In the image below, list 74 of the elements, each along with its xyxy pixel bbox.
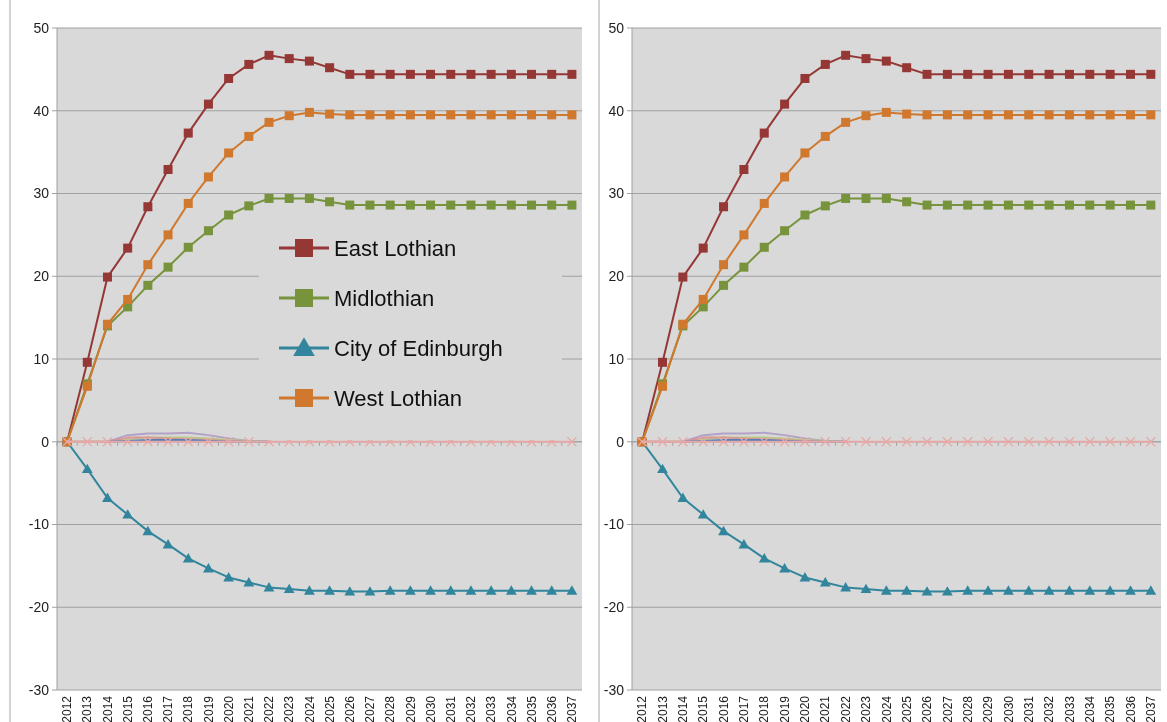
y-tick-label: -30 (603, 681, 625, 698)
y-tick-label: -30 (28, 681, 50, 698)
x-tick-label: 2026 (920, 695, 935, 722)
y-tick-label: -10 (28, 516, 50, 533)
x-tick-label: 2029 (403, 695, 418, 722)
y-tick-label: 40 (33, 102, 50, 119)
x-tick-label: 2036 (1123, 695, 1138, 722)
x-tick-label: 2032 (464, 695, 479, 722)
x-tick-label: 2026 (342, 695, 357, 722)
y-tick-label: 10 (33, 350, 50, 367)
legend-label: West Lothian (334, 385, 463, 411)
x-tick-label: 2014 (100, 695, 115, 722)
x-tick-label: 2024 (302, 695, 317, 722)
x-tick-label: 2034 (1082, 695, 1097, 722)
x-tick-label: 2012 (635, 695, 650, 722)
x-tick-label: 2027 (940, 695, 955, 722)
y-tick-label: -20 (603, 599, 625, 616)
x-tick-label: 2015 (696, 695, 711, 722)
x-tick-label: 2035 (1103, 695, 1118, 722)
x-tick-label: 2031 (1021, 695, 1036, 722)
x-tick-label: 2020 (798, 695, 813, 722)
x-tick-label: 2013 (655, 695, 670, 722)
x-tick-label: 2032 (1042, 695, 1057, 722)
y-tick-label: -10 (603, 516, 625, 533)
x-tick-label: 2023 (859, 695, 874, 722)
y-tick-label: 40 (608, 102, 625, 119)
legend-label: East Lothian (334, 235, 457, 261)
x-tick-label: 2035 (524, 695, 539, 722)
x-tick-label: 2030 (1001, 695, 1016, 722)
x-tick-label: 2019 (777, 695, 792, 722)
x-tick-label: 2018 (757, 695, 772, 722)
legend-label: City of Edinburgh (334, 335, 503, 361)
y-tick-label: 30 (608, 185, 625, 202)
y-tick-label: 50 (33, 19, 50, 36)
x-tick-label: 2017 (737, 695, 752, 722)
y-tick-label: -20 (28, 599, 50, 616)
y-tick-label: 0 (616, 433, 625, 450)
x-tick-label: 2018 (181, 695, 196, 722)
x-tick-label: 2016 (716, 695, 731, 722)
x-tick-label: 2033 (1062, 695, 1077, 722)
x-tick-label: 2034 (504, 695, 519, 722)
y-tick-label: 50 (608, 19, 625, 36)
x-tick-label: 2029 (981, 695, 996, 722)
x-tick-label: 2020 (221, 695, 236, 722)
x-tick-label: 2015 (120, 695, 135, 722)
x-tick-label: 2025 (899, 695, 914, 722)
x-tick-label: 2022 (262, 695, 277, 722)
x-tick-label: 2036 (544, 695, 559, 722)
x-tick-label: 2037 (1144, 695, 1159, 722)
x-tick-label: 2017 (161, 695, 176, 722)
y-tick-label: 30 (33, 185, 50, 202)
x-tick-label: 2028 (383, 695, 398, 722)
x-tick-label: 2021 (242, 695, 257, 722)
x-tick-label: 2037 (565, 695, 580, 722)
y-tick-label: 20 (608, 268, 625, 285)
x-tick-label: 2019 (201, 695, 216, 722)
x-tick-label: 2014 (676, 695, 691, 722)
x-tick-label: 2022 (838, 695, 853, 722)
x-tick-label: 2025 (322, 695, 337, 722)
x-tick-label: 2013 (80, 695, 95, 722)
legend-label: Midlothian (334, 285, 435, 311)
x-tick-label: 2030 (423, 695, 438, 722)
x-tick-label: 2033 (484, 695, 499, 722)
x-tick-label: 2012 (60, 695, 75, 722)
x-tick-label: 2031 (443, 695, 458, 722)
y-tick-label: 0 (41, 433, 50, 450)
y-tick-label: 20 (33, 268, 50, 285)
x-tick-label: 2021 (818, 695, 833, 722)
y-tick-label: 10 (608, 350, 625, 367)
x-tick-label: 2016 (141, 695, 156, 722)
x-tick-label: 2024 (879, 695, 894, 722)
x-tick-label: 2028 (960, 695, 975, 722)
x-tick-label: 2027 (363, 695, 378, 722)
x-tick-label: 2023 (282, 695, 297, 722)
